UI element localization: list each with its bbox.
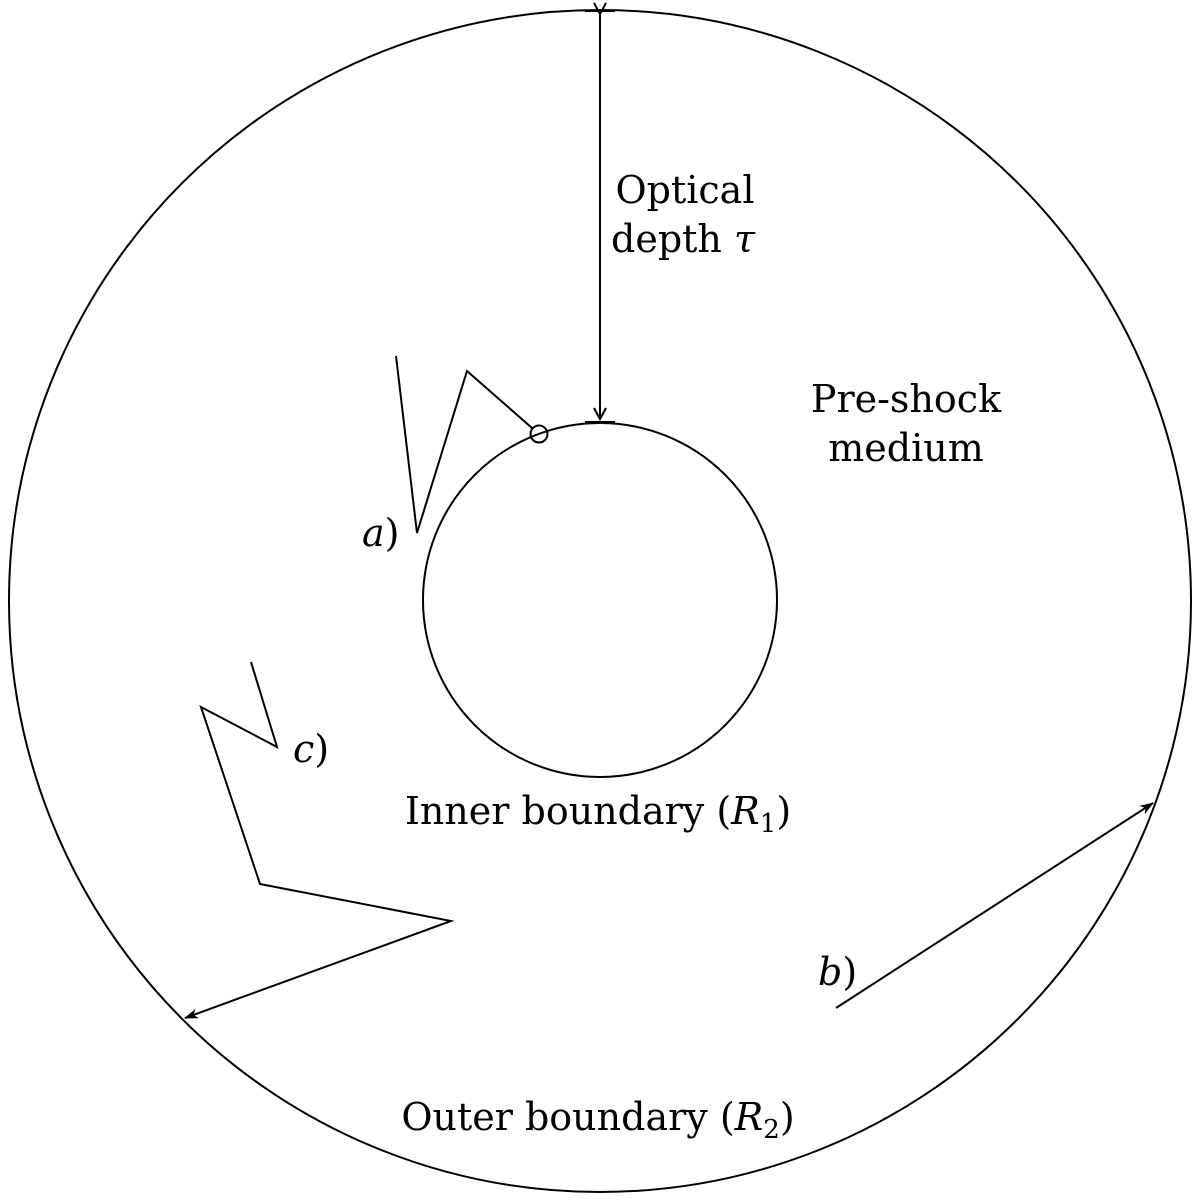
path-a — [395, 355, 549, 534]
optical-depth-label-line1: Optical — [616, 168, 755, 212]
path-c — [184, 661, 455, 1019]
path-a-origin-marker — [529, 424, 549, 444]
path-b-label: b) — [818, 950, 857, 994]
inner-boundary-circle — [422, 422, 778, 778]
path-a-label: a) — [362, 511, 399, 555]
inner-boundary-label: Inner boundary (R1) — [405, 789, 791, 839]
optical-depth-label-line2: depth τ — [611, 217, 756, 261]
outer-boundary-label: Outer boundary (R2) — [401, 1095, 794, 1145]
optical-depth-arrow — [585, 11, 615, 423]
path-c-label: c) — [293, 727, 329, 771]
pre-shock-label-line2: medium — [828, 426, 984, 470]
path-b — [835, 802, 1154, 1009]
pre-shock-label-line1: Pre-shock — [811, 377, 1002, 421]
